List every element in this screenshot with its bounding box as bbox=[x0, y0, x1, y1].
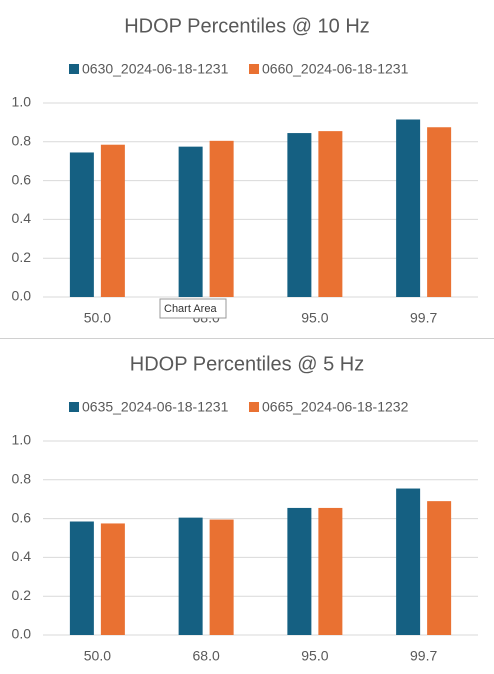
bar bbox=[427, 127, 452, 297]
y-tick-label: 0.8 bbox=[12, 471, 32, 487]
y-tick-label: 0.0 bbox=[12, 288, 32, 304]
bar bbox=[100, 523, 125, 635]
x-tick-label: 99.7 bbox=[410, 310, 437, 326]
legend-swatch bbox=[249, 402, 259, 412]
legend-label: 0660_2024-06-18-1231 bbox=[262, 61, 409, 77]
bar bbox=[178, 146, 203, 297]
bar bbox=[427, 501, 452, 635]
y-tick-label: 0.6 bbox=[12, 509, 32, 525]
bar bbox=[287, 133, 312, 297]
y-tick-label: 0.4 bbox=[12, 210, 32, 226]
bar bbox=[318, 507, 343, 635]
bar bbox=[318, 131, 343, 297]
y-tick-label: 1.0 bbox=[12, 432, 32, 448]
y-tick-label: 1.0 bbox=[12, 94, 32, 110]
bar bbox=[69, 152, 94, 297]
chart-title: HDOP Percentiles @ 10 Hz bbox=[124, 15, 370, 37]
bar bbox=[396, 119, 421, 298]
legend-label: 0665_2024-06-18-1232 bbox=[262, 399, 409, 415]
x-tick-label: 50.0 bbox=[84, 648, 111, 664]
bar bbox=[69, 521, 94, 635]
bar bbox=[287, 507, 312, 635]
tooltip-text: Chart Area bbox=[164, 303, 217, 315]
legend-label: 0635_2024-06-18-1231 bbox=[82, 399, 229, 415]
x-tick-label: 95.0 bbox=[301, 648, 328, 664]
bar bbox=[396, 488, 421, 635]
y-tick-label: 0.8 bbox=[12, 133, 32, 149]
y-tick-label: 0.0 bbox=[12, 626, 32, 642]
x-tick-label: 50.0 bbox=[84, 310, 111, 326]
bar bbox=[209, 519, 234, 635]
legend-label: 0630_2024-06-18-1231 bbox=[82, 61, 229, 77]
tooltip-box bbox=[159, 298, 227, 319]
y-tick-label: 0.2 bbox=[12, 587, 32, 603]
y-tick-label: 0.6 bbox=[12, 171, 32, 187]
bar bbox=[100, 144, 125, 297]
legend-swatch bbox=[69, 402, 79, 412]
legend-swatch bbox=[69, 64, 79, 74]
bar bbox=[209, 140, 234, 297]
legend-swatch bbox=[249, 64, 259, 74]
bar bbox=[178, 517, 203, 635]
x-tick-label: 99.7 bbox=[410, 648, 437, 664]
x-tick-label: 95.0 bbox=[301, 310, 328, 326]
charts: HDOP Percentiles @ 10 Hz 0630_2024-06-18-… bbox=[12, 15, 478, 664]
y-tick-label: 0.2 bbox=[12, 249, 32, 265]
x-tick-label: 68.0 bbox=[193, 648, 220, 664]
y-tick-label: 0.4 bbox=[12, 548, 32, 564]
tooltip: Chart Area bbox=[159, 298, 227, 319]
chart-title: HDOP Percentiles @ 5 Hz bbox=[130, 353, 364, 375]
